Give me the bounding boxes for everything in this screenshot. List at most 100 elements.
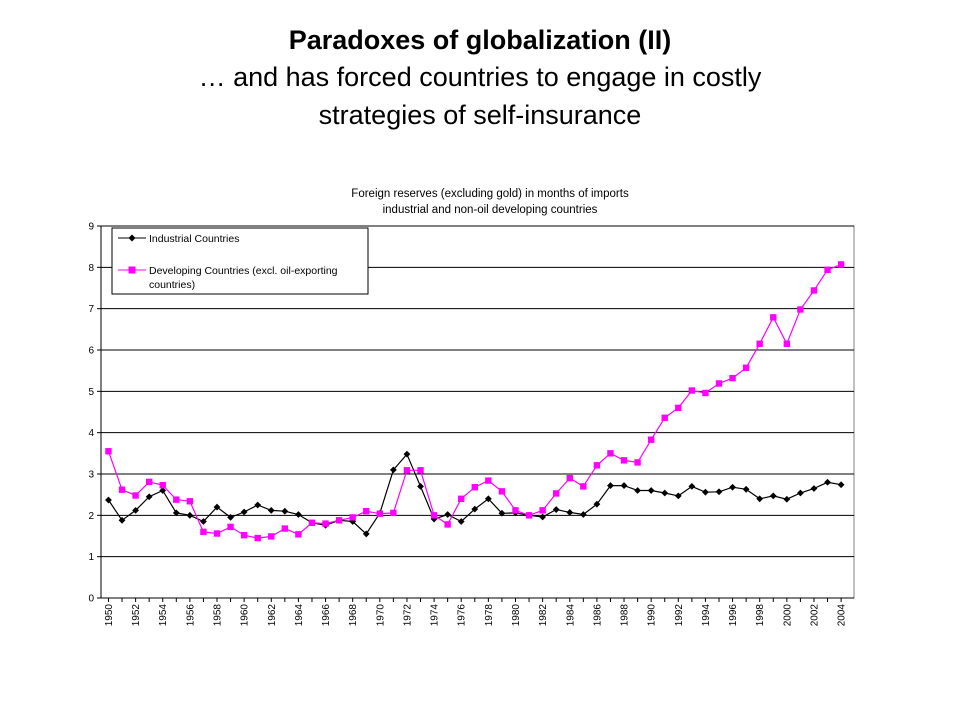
series-1-point-1957 [200,528,207,536]
x-tick-label-1954: 1954 [158,604,169,627]
series-1-point-1951 [118,486,126,493]
series-1-point-1964 [295,531,302,538]
series-1-point-1968 [349,514,356,521]
x-tick-label-1976: 1976 [457,604,468,627]
x-tick-label-1992: 1992 [674,604,685,627]
y-tick-label-9: 9 [88,222,94,233]
series-0-point-1979 [498,509,506,517]
series-0-point-1995 [715,488,723,496]
x-tick-label-1974: 1974 [430,604,441,627]
x-tick-label-1988: 1988 [620,604,631,627]
series-0-point-1976 [457,518,465,525]
series-1-point-1981 [525,512,533,519]
series-0-point-1994 [702,488,709,496]
x-tick-label-2002: 2002 [809,604,820,627]
legend: Industrial Countries Developing Countrie… [111,227,369,295]
series-1-point-1961 [254,534,261,542]
y-tick-label-5: 5 [88,387,94,398]
series-0-point-1990 [647,487,655,494]
slide-title-block: Paradoxes of globalization (II) … and ha… [0,22,960,134]
x-tick-label-1986: 1986 [592,604,603,627]
series-0-point-1975 [444,511,452,518]
series-1-point-1986 [593,462,601,469]
series-1-point-1991 [661,414,668,421]
series-0-point-1973 [417,483,424,490]
series-0-point-1984 [566,509,574,516]
series-0-point-1969 [362,530,370,538]
series-1-point-1974 [430,512,438,519]
series-0-point-1985 [579,511,587,518]
series-1-point-1988 [620,457,628,464]
series-1-point-1987 [607,450,614,457]
series-1-point-1984 [566,474,573,482]
series-1-point-1959 [227,523,234,531]
series-0-point-1954 [159,487,167,494]
y-tick-label-2: 2 [88,511,94,522]
series-0-point-2002 [810,485,818,492]
series-1-point-1954 [159,481,166,489]
y-tick-label-6: 6 [88,346,94,357]
series-1-point-1980 [512,507,519,514]
series-0-point-1993 [688,483,696,490]
series-1-point-1972 [403,467,411,474]
x-tick-label-1972: 1972 [402,604,413,627]
x-tick-label-1994: 1994 [701,604,712,627]
series-1-point-2003 [824,266,831,274]
series-1-point-1997 [742,364,750,371]
y-tick-label-3: 3 [88,470,94,481]
series-0-point-1988 [620,482,628,489]
series-0-point-1991 [661,489,669,497]
series-1-point-1977 [471,484,478,491]
series-0-point-1997 [742,485,750,493]
series-1-point-1976 [458,495,465,502]
series-1-point-1999 [770,314,777,321]
series-1-point-1965 [308,519,316,526]
x-tick-label-1970: 1970 [375,604,386,627]
series-1-point-1956 [186,498,194,505]
y-tick-label-4: 4 [88,428,94,439]
slide-title: Paradoxes of globalization (II) [288,25,672,55]
axes: 0 1 2 3 4 5 6 7 8 9 1950 1952 1954 1956 1958 1960 1962 19… [88,222,854,627]
series-1-point-1996 [729,374,736,382]
x-tick-label-1982: 1982 [538,604,549,627]
series-0-point-1960 [240,508,248,516]
series-0-point-1983 [552,506,560,513]
series-1-point-1970 [376,510,384,517]
series-1-point-1953 [145,478,153,486]
series-1-point-1967 [335,517,343,524]
series-1-point-2000 [783,340,791,347]
y-tick-label-8: 8 [88,263,94,274]
y-tick-label-1: 1 [88,552,94,563]
series-0-point-1992 [674,492,682,500]
legend-marker-industrial [128,234,136,242]
y-tick-label-7: 7 [88,304,94,315]
x-tick-label-1968: 1968 [348,604,359,627]
series-1-point-1983 [552,490,560,497]
series-line-0 [108,453,842,535]
series-0-point-1962 [267,506,275,514]
chart-title-line-2: industrial and non-oil developing countr… [383,204,598,216]
series-1-point-1955 [173,496,180,503]
x-tick-label-1996: 1996 [728,604,739,627]
x-tick-label-1962: 1962 [267,604,278,627]
series-0-point-1989 [634,487,641,494]
x-tick-label-1952: 1952 [131,604,142,627]
series-0-point-1957 [200,518,207,525]
series-0-point-1987 [607,482,614,489]
series-1-point-1966 [322,520,329,527]
series-0-point-1951 [118,516,126,524]
series-0-point-1953 [145,493,153,501]
chart-title-line-1: Foreign reserves (excluding gold) in mon… [351,188,629,200]
series-0-point-1958 [213,503,221,511]
series-1-point-2002 [810,287,818,294]
series-1-point-1993 [688,387,696,394]
x-tick-label-1984: 1984 [565,604,576,627]
x-tick-label-2000: 2000 [782,604,793,627]
series-0-point-1963 [281,507,289,515]
x-tick-label-1978: 1978 [484,604,495,627]
series-1-point-1960 [240,531,248,539]
series-0-point-2004 [837,481,845,489]
series-1-point-1973 [417,467,424,474]
legend-label-industrial: Industrial Countries [149,233,239,245]
